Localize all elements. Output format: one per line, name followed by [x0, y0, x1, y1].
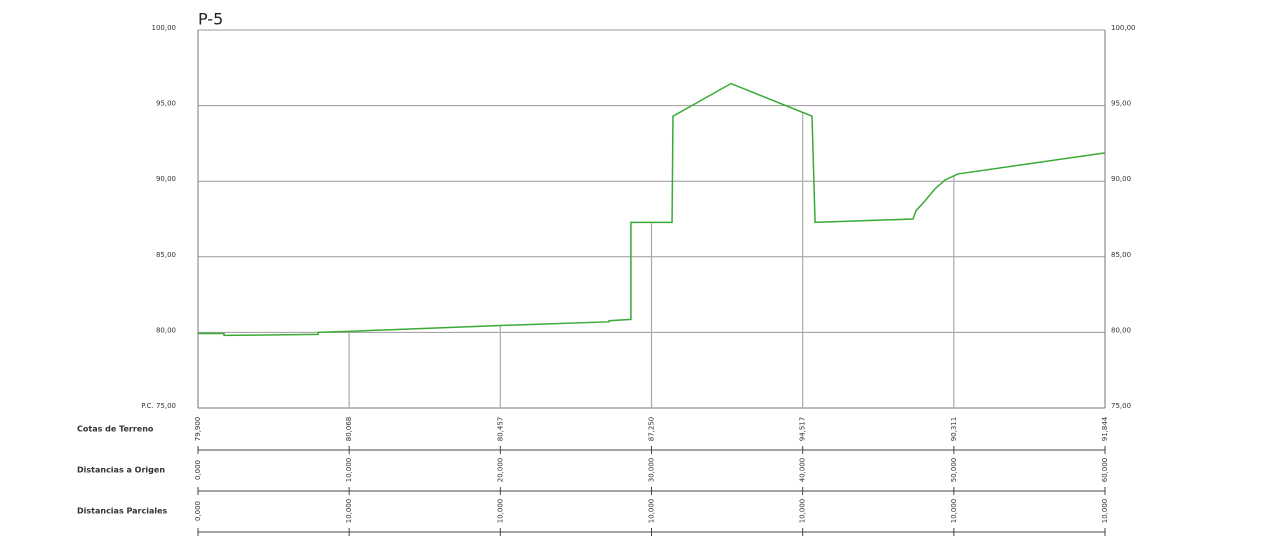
y-tick-label: 85,00	[156, 251, 176, 259]
row-value-label: 50,000	[950, 458, 958, 483]
chart-title: P-5	[198, 10, 223, 29]
row-value-label: 0,000	[194, 460, 202, 480]
row-value-label: 60,000	[1101, 458, 1109, 483]
y-tick-label: P.C. 75,00	[141, 402, 176, 410]
y2-tick-label: 75,00	[1111, 402, 1131, 410]
row-value-label: 20,000	[496, 458, 504, 483]
row-value-label: 90,311	[950, 417, 958, 442]
y2-tick-label: 80,00	[1111, 326, 1131, 334]
row-value-label: 10,000	[799, 499, 807, 524]
row-value-label: 10,000	[345, 499, 353, 524]
row-value-label: 87,250	[648, 417, 656, 442]
row-name: Cotas de Terreno	[77, 425, 154, 434]
row-value-label: 10,000	[950, 499, 958, 524]
row-value-label: 79,900	[194, 417, 202, 442]
y-tick-label: 80,00	[156, 326, 176, 334]
profile-line	[198, 82, 1106, 337]
row-value-label: 80,457	[496, 417, 504, 442]
y-tick-label: 90,00	[156, 175, 176, 183]
y2-tick-label: 100,00	[1111, 24, 1136, 32]
y2-tick-label: 95,00	[1111, 100, 1131, 108]
row-value-label: 10,000	[496, 499, 504, 523]
row-value-label: 0,000	[194, 501, 202, 521]
row-value-label: 30,000	[648, 458, 656, 483]
y2-tick-label: 85,00	[1111, 251, 1131, 259]
row-value-label: 80,068	[345, 417, 353, 442]
row-value-label: 10,000	[1101, 499, 1109, 524]
row-value-label: 10,000	[345, 458, 353, 483]
row-name: Distancias Parciales	[77, 507, 168, 516]
row-value-label: 94,517	[799, 417, 807, 442]
y-tick-label: 95,00	[156, 100, 176, 108]
row-value-label: 40,000	[799, 458, 807, 483]
y-tick-label: 100,00	[152, 24, 177, 32]
row-name: Distancias a Origen	[77, 466, 165, 475]
row-value-label: 10,000	[648, 499, 656, 524]
row-value-label: 91,844	[1101, 416, 1109, 441]
y2-tick-label: 90,00	[1111, 175, 1131, 183]
